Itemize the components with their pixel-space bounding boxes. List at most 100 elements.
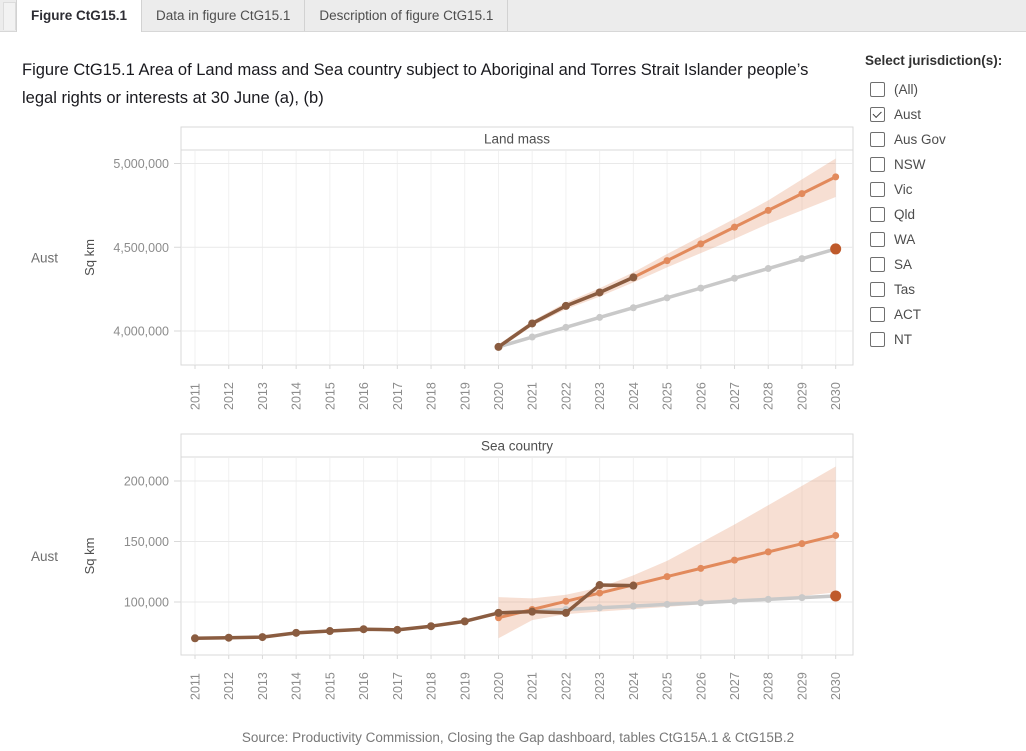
series-target-2030[interactable] (830, 590, 842, 602)
data-point-actual-2021[interactable] (528, 319, 537, 328)
figure-title: Figure CtG15.1 Area of Land mass and Sea… (22, 61, 809, 107)
checkbox-all[interactable]: (All) (864, 77, 1024, 102)
checkbox-nt[interactable]: NT (864, 327, 1024, 352)
checkbox-sa[interactable]: SA (864, 252, 1024, 277)
data-point-target-trajectory-2023[interactable] (596, 313, 604, 321)
data-point-target-trajectory-2022[interactable] (562, 323, 570, 331)
checkbox-label: Aust (894, 107, 922, 122)
tab-bar: Figure CtG15.1 Data in figure CtG15.1 De… (0, 0, 1026, 32)
x-tick-label: 2012 (222, 672, 236, 700)
data-point-actual-2022[interactable] (561, 301, 570, 310)
data-point-target-trajectory-2024[interactable] (629, 304, 637, 312)
data-point-target-trajectory-2027[interactable] (731, 274, 739, 282)
data-point-actual-2017[interactable] (393, 625, 402, 634)
checkbox-vic[interactable]: Vic (864, 177, 1024, 202)
data-point-actual-2012[interactable] (224, 633, 233, 642)
checkbox-aust[interactable]: Aust (864, 102, 1024, 127)
data-point-projection-2027[interactable] (731, 556, 739, 564)
data-point-actual-2019[interactable] (460, 617, 469, 626)
checkbox-box[interactable] (870, 282, 885, 297)
data-point-projection-2023[interactable] (596, 589, 604, 597)
tab-figure[interactable]: Figure CtG15.1 (16, 0, 143, 32)
jurisdiction-filter-heading: Select jurisdiction(s): (865, 53, 1003, 68)
data-point-projection-2030[interactable] (832, 531, 840, 539)
checkbox-box[interactable] (870, 332, 885, 347)
data-point-target-trajectory-2021[interactable] (528, 333, 536, 341)
data-point-actual-2014[interactable] (292, 628, 301, 637)
data-point-projection-2028[interactable] (764, 206, 772, 214)
x-tick-label: 2028 (762, 382, 776, 410)
tab-stub[interactable] (3, 2, 16, 30)
checkbox-box[interactable] (870, 157, 885, 172)
series-target-2030[interactable] (830, 243, 842, 255)
data-point-projection-2025[interactable] (663, 573, 671, 581)
checkbox-box[interactable] (870, 207, 885, 222)
series-actual[interactable] (191, 581, 638, 643)
data-point-target-trajectory-2028[interactable] (764, 595, 772, 603)
checkbox-box[interactable] (870, 307, 885, 322)
data-point-projection-2029[interactable] (798, 540, 806, 548)
checkbox-label: SA (894, 257, 913, 272)
data-point-target-trajectory-2026[interactable] (697, 599, 705, 607)
data-point-projection-2026[interactable] (697, 240, 705, 248)
tab-data-in-figure[interactable]: Data in figure CtG15.1 (142, 0, 306, 31)
checkbox-box[interactable] (870, 257, 885, 272)
data-point-actual-2021[interactable] (528, 607, 537, 616)
data-point-projection-2026[interactable] (697, 564, 705, 572)
plot-area[interactable] (180, 456, 854, 656)
plot-area[interactable] (180, 149, 854, 366)
checkbox-label: ACT (894, 307, 921, 322)
data-point-actual-2013[interactable] (258, 633, 267, 642)
x-tick-label: 2024 (627, 672, 641, 700)
data-point-actual-2011[interactable] (191, 634, 199, 643)
data-point-target-trajectory-2024[interactable] (629, 602, 637, 610)
x-tick-label: 2016 (357, 672, 371, 700)
data-point-actual-2022[interactable] (561, 608, 570, 617)
checkbox-tas[interactable]: Tas (864, 277, 1024, 302)
data-point-projection-2029[interactable] (798, 190, 806, 198)
data-point-projection-2027[interactable] (731, 223, 739, 231)
checkbox-box[interactable] (870, 82, 885, 97)
checkbox-qld[interactable]: Qld (864, 202, 1024, 227)
checkbox-label: NT (894, 332, 912, 347)
data-point-target-trajectory-2029[interactable] (798, 255, 806, 263)
data-point-target-trajectory-2025[interactable] (663, 600, 671, 608)
data-point-actual-2020[interactable] (494, 608, 503, 617)
data-point-actual-2015[interactable] (325, 627, 334, 636)
data-point-projection-2022[interactable] (562, 597, 570, 605)
data-point-target-trajectory-2026[interactable] (697, 284, 705, 292)
data-point-projection-2028[interactable] (764, 548, 772, 556)
data-point-actual-2016[interactable] (359, 625, 368, 634)
data-point-target-trajectory-2028[interactable] (764, 265, 772, 273)
tab-description[interactable]: Description of figure CtG15.1 (305, 0, 509, 31)
checkbox-box[interactable] (870, 107, 885, 122)
checkbox-box[interactable] (870, 232, 885, 247)
x-tick-label: 2024 (627, 382, 641, 410)
data-point-projection-2030[interactable] (832, 173, 840, 181)
checkbox-box[interactable] (870, 182, 885, 197)
data-point-target-trajectory-2025[interactable] (663, 294, 671, 302)
checkbox-wa[interactable]: WA (864, 227, 1024, 252)
x-tick-label: 2021 (526, 382, 540, 410)
data-point-actual-2023[interactable] (595, 581, 604, 590)
checkbox-aus-gov[interactable]: Aus Gov (864, 127, 1024, 152)
data-point-actual-2023[interactable] (595, 288, 604, 297)
series-actual[interactable] (494, 273, 638, 351)
data-point-target-2030-2030[interactable] (830, 243, 842, 255)
data-point-actual-2020[interactable] (494, 342, 503, 351)
data-point-actual-2018[interactable] (427, 622, 436, 631)
data-point-projection-2025[interactable] (663, 257, 671, 265)
x-tick-label: 2017 (391, 382, 405, 410)
data-point-target-2030-2030[interactable] (830, 590, 842, 602)
checkbox-nsw[interactable]: NSW (864, 152, 1024, 177)
data-point-actual-2024[interactable] (629, 273, 638, 282)
data-point-target-trajectory-2027[interactable] (731, 597, 739, 605)
checkbox-act[interactable]: ACT (864, 302, 1024, 327)
series-projection[interactable] (494, 531, 840, 622)
data-point-target-trajectory-2023[interactable] (596, 604, 604, 612)
data-point-actual-2024[interactable] (629, 581, 638, 590)
series-line-actual[interactable] (193, 583, 636, 641)
data-point-target-trajectory-2029[interactable] (798, 594, 806, 602)
x-tick-label: 2025 (661, 382, 675, 410)
checkbox-box[interactable] (870, 132, 885, 147)
